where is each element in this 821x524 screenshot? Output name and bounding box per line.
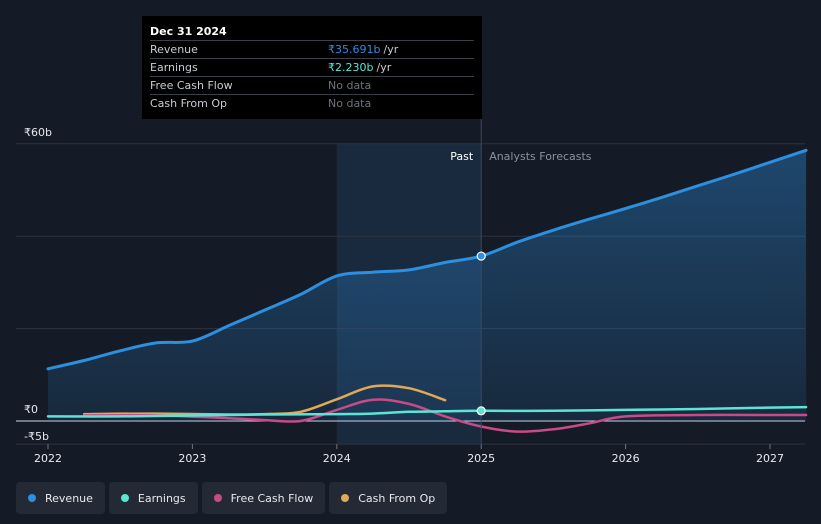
tooltip-row-revenue: Revenue ₹35.691b /yr bbox=[150, 40, 474, 58]
tooltip-label: Cash From Op bbox=[150, 97, 228, 110]
tooltip-unit: /yr bbox=[383, 43, 399, 56]
chart-legend: Revenue Earnings Free Cash Flow Cash Fro… bbox=[16, 482, 448, 514]
legend-label: Free Cash Flow bbox=[230, 491, 314, 505]
tooltip-unit: /yr bbox=[376, 61, 392, 74]
data-tooltip: Dec 31 2024 Revenue ₹35.691b /yr Earning… bbox=[142, 16, 482, 119]
tooltip-value: No data bbox=[328, 97, 372, 110]
tooltip-value: ₹35.691b bbox=[328, 43, 381, 56]
free-cash-flow-dot-icon bbox=[213, 494, 222, 502]
legend-item-cash-from-op[interactable]: Cash From Op bbox=[329, 482, 448, 514]
x-tick-label: 2026 bbox=[612, 452, 640, 465]
x-tick-label: 2027 bbox=[756, 452, 784, 465]
y-tick-label: ₹0 bbox=[24, 403, 38, 416]
x-tick-label: 2022 bbox=[34, 452, 62, 465]
x-tick-label: 2023 bbox=[178, 452, 206, 465]
revenue-dot-icon bbox=[28, 494, 36, 502]
revenue-line bbox=[46, 148, 808, 371]
tooltip-row-cash-from-op: Cash From Op No data bbox=[150, 94, 474, 112]
tooltip-label: Free Cash Flow bbox=[150, 79, 233, 92]
earnings-dot-icon bbox=[120, 494, 129, 502]
legend-item-earnings[interactable]: Earnings bbox=[108, 482, 198, 514]
legend-label: Revenue bbox=[45, 491, 93, 505]
tooltip-date: Dec 31 2024 bbox=[150, 25, 227, 38]
cash-from-op-line bbox=[82, 384, 447, 416]
tooltip-row-earnings: Earnings ₹2.230b /yr bbox=[150, 58, 474, 76]
legend-item-free-cash-flow[interactable]: Free Cash Flow bbox=[201, 482, 326, 514]
x-tick-label: 2024 bbox=[323, 452, 351, 465]
y-tick-label: ₹60b bbox=[24, 126, 52, 139]
revenue-marker bbox=[476, 251, 486, 261]
tooltip-value: ₹2.230b bbox=[328, 61, 374, 74]
y-tick-label: -₹5b bbox=[24, 430, 49, 443]
legend-item-revenue[interactable]: Revenue bbox=[16, 482, 105, 514]
revenue-area bbox=[48, 150, 807, 422]
legend-label: Cash From Op bbox=[358, 491, 436, 505]
x-tick-label: 2025 bbox=[467, 452, 495, 465]
tooltip-row-free-cash-flow: Free Cash Flow No data bbox=[150, 76, 474, 94]
tooltip-label: Earnings bbox=[150, 61, 198, 74]
tooltip-label: Revenue bbox=[150, 43, 198, 56]
free-cash-flow-line bbox=[82, 398, 808, 433]
earnings-marker bbox=[476, 406, 486, 416]
forecast-label: Analysts Forecasts bbox=[489, 150, 592, 163]
cash-from-op-dot-icon bbox=[341, 494, 350, 502]
earnings-line bbox=[46, 405, 808, 418]
past-label: Past bbox=[450, 150, 474, 163]
legend-label: Earnings bbox=[137, 491, 186, 505]
tooltip-value: No data bbox=[328, 79, 372, 92]
